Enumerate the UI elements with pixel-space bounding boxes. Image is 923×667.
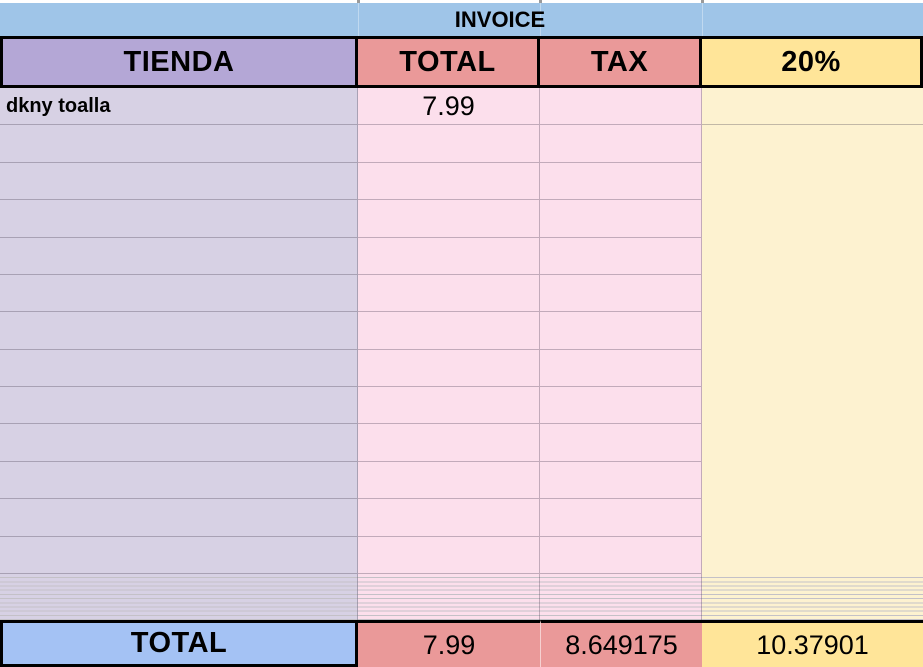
cell-total-row2[interactable] (358, 125, 539, 163)
cell-tax-row5[interactable] (540, 238, 701, 275)
cell-tax-row13[interactable] (540, 537, 701, 574)
cell-tienda-row12[interactable] (0, 499, 357, 537)
invoice-title: INVOICE (454, 6, 546, 32)
cell-total-row7[interactable] (358, 312, 539, 350)
cell-tienda-row2[interactable] (0, 125, 357, 163)
cell-tax-row7[interactable] (540, 312, 701, 350)
cell-tienda-row10[interactable] (0, 424, 357, 462)
cell-tienda-row7[interactable] (0, 312, 357, 350)
cell-tienda-row9[interactable] (0, 387, 357, 425)
cell-total-row8[interactable] (358, 350, 539, 387)
cell-tax-row11[interactable] (540, 462, 701, 500)
cell-tax-row1[interactable] (540, 88, 701, 126)
cell-total-row1[interactable]: 7.99 (358, 88, 539, 126)
totals-total-cell[interactable]: 7.99 (358, 620, 540, 667)
header-cell-tax[interactable]: TAX (540, 39, 702, 85)
cell-tax-row10[interactable] (540, 424, 701, 462)
column-20pct (702, 88, 923, 574)
cell-total-row3[interactable] (358, 163, 539, 201)
compressed-rows-total[interactable] (358, 574, 540, 620)
cell-tienda-row8[interactable] (0, 350, 357, 387)
cell-total-row6[interactable] (358, 275, 539, 313)
cell-total-row10[interactable] (358, 424, 539, 462)
cell-tienda-row11[interactable] (0, 462, 357, 500)
column-divider (702, 3, 703, 36)
compressed-rows-20pct[interactable] (702, 574, 923, 620)
cell-pct-row1[interactable] (702, 88, 923, 126)
header-cell-total[interactable]: TOTAL (358, 39, 540, 85)
compressed-rows-band (0, 574, 923, 620)
column-divider (540, 3, 541, 36)
column-tick (701, 0, 704, 3)
cell-pct-merged[interactable] (702, 125, 923, 574)
cell-tax-row8[interactable] (540, 350, 701, 387)
header-cell-20pct[interactable]: 20% (702, 39, 920, 85)
column-tick (539, 0, 542, 3)
cell-tienda-row5[interactable] (0, 238, 357, 275)
totals-label-cell[interactable]: TOTAL (0, 620, 358, 667)
cell-tax-row3[interactable] (540, 163, 701, 201)
cell-tax-row12[interactable] (540, 499, 701, 537)
cell-total-row9[interactable] (358, 387, 539, 425)
cell-total-row13[interactable] (358, 537, 539, 574)
invoice-title-cell[interactable]: INVOICE (0, 3, 923, 36)
cell-total-row4[interactable] (358, 200, 539, 238)
column-tick (357, 0, 360, 3)
cell-tienda-row1[interactable]: dkny toalla (0, 88, 357, 126)
header-cell-tienda[interactable]: TIENDA (3, 39, 358, 85)
totals-tax-cell[interactable]: 8.649175 (540, 620, 702, 667)
column-tax (540, 88, 702, 574)
column-total: 7.99 (358, 88, 540, 574)
header-row: TIENDA TOTAL TAX 20% (0, 36, 923, 88)
cell-tax-row9[interactable] (540, 387, 701, 425)
table-body: dkny toalla 7.99 (0, 88, 923, 574)
cell-tienda-row6[interactable] (0, 275, 357, 313)
totals-row: TOTAL 7.99 8.649175 10.37901 (0, 620, 923, 667)
cell-tienda-row13[interactable] (0, 537, 357, 574)
cell-total-row5[interactable] (358, 238, 539, 275)
cell-tienda-row3[interactable] (0, 163, 357, 201)
compressed-rows-tax[interactable] (540, 574, 702, 620)
column-tienda: dkny toalla (0, 88, 358, 574)
cell-total-row12[interactable] (358, 499, 539, 537)
cell-total-row11[interactable] (358, 462, 539, 500)
compressed-rows-tienda[interactable] (0, 574, 358, 620)
cell-tax-row4[interactable] (540, 200, 701, 238)
column-divider (358, 3, 359, 36)
cell-tax-row2[interactable] (540, 125, 701, 163)
totals-20pct-cell[interactable]: 10.37901 (702, 620, 923, 667)
cell-tax-row6[interactable] (540, 275, 701, 313)
cell-tienda-row4[interactable] (0, 200, 357, 238)
top-row-sliver (0, 0, 923, 3)
